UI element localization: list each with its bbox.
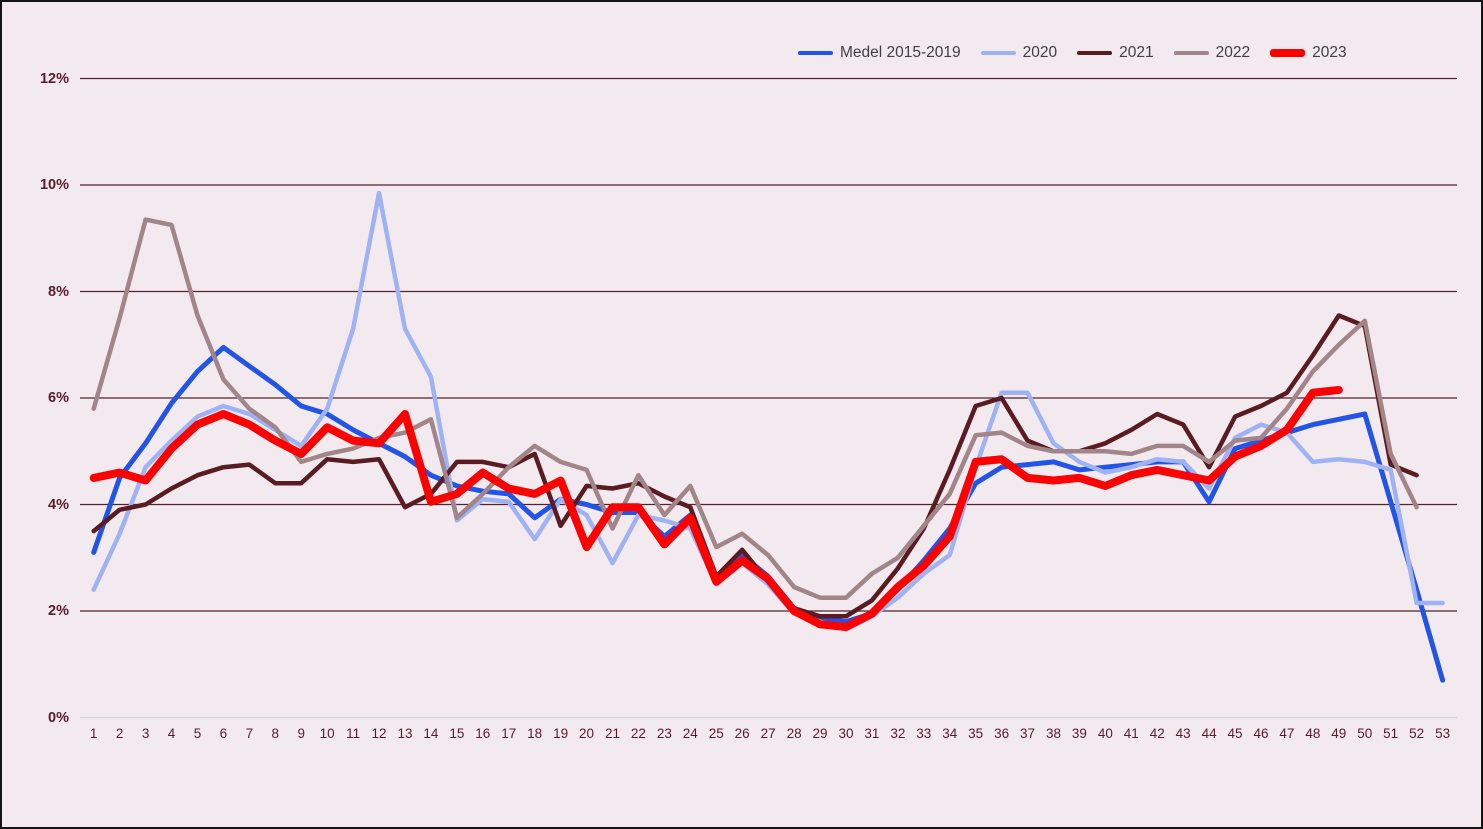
- x-tick-label-week-32: 32: [890, 726, 906, 741]
- x-tick-label-week-51: 51: [1383, 726, 1399, 741]
- x-tick-label-week-10: 10: [319, 726, 335, 741]
- x-tick-label-week-15: 15: [449, 726, 465, 741]
- x-tick-label-week-42: 42: [1149, 726, 1165, 741]
- legend-item-2023: 2023: [1270, 44, 1347, 62]
- series-line-2023: [89, 386, 1343, 631]
- x-tick-label-week-27: 27: [760, 726, 776, 741]
- x-tick-label-week-53: 53: [1435, 726, 1451, 741]
- x-tick-label-week-19: 19: [553, 726, 569, 741]
- x-tick-label-week-45: 45: [1227, 726, 1243, 741]
- legend-item-2020: 2020: [980, 44, 1058, 62]
- x-tick-label-week-30: 30: [838, 726, 854, 741]
- legend-line-swatch: [1173, 50, 1209, 56]
- x-tick-label-week-1: 1: [89, 726, 98, 741]
- x-tick-label-week-12: 12: [371, 726, 387, 741]
- x-tick-label-week-37: 37: [1020, 726, 1036, 741]
- y-tick-label-4pct: 4%: [48, 496, 69, 513]
- x-tick-label-week-50: 50: [1357, 726, 1373, 741]
- x-tick-label-week-26: 26: [734, 726, 750, 741]
- x-tick-label-week-24: 24: [682, 726, 698, 741]
- series-line-2020: [91, 190, 1445, 632]
- x-tick-label-week-18: 18: [527, 726, 543, 741]
- x-tick-label-week-38: 38: [1045, 726, 1061, 741]
- y-tick-label-2pct: 2%: [48, 603, 69, 619]
- x-tick-label-week-2: 2: [115, 726, 124, 741]
- series-line-medel-2015-2019: [91, 344, 1446, 683]
- x-tick-label-week-49: 49: [1331, 726, 1347, 741]
- y-tick-label-0pct: 0%: [48, 709, 69, 726]
- x-tick-label-week-44: 44: [1201, 726, 1217, 741]
- x-tick-label-week-22: 22: [630, 726, 646, 741]
- x-tick-label-week-41: 41: [1123, 726, 1139, 741]
- x-tick-label-week-36: 36: [994, 726, 1010, 741]
- legend-label: 2021: [1119, 44, 1154, 61]
- legend-item-2021: 2021: [1077, 44, 1154, 62]
- legend-line-swatch: [1270, 49, 1306, 57]
- x-tick-label-week-33: 33: [916, 726, 932, 741]
- x-tick-label-week-8: 8: [271, 726, 280, 741]
- x-tick-label-week-6: 6: [219, 726, 228, 741]
- y-tick-label-8pct: 8%: [48, 283, 69, 300]
- x-tick-label-week-14: 14: [423, 726, 439, 741]
- x-tick-label-week-11: 11: [346, 726, 361, 741]
- legend-label: 2020: [1022, 44, 1058, 61]
- legend-line-swatch: [1077, 50, 1113, 56]
- x-tick-label-week-43: 43: [1175, 726, 1191, 741]
- x-tick-label-week-25: 25: [708, 726, 724, 741]
- legend-label: 2022: [1215, 44, 1251, 61]
- legend-item-2022: 2022: [1173, 44, 1251, 62]
- legend-item-medel-2015-2019: Medel 2015-2019: [798, 44, 961, 62]
- x-tick-label-week-3: 3: [141, 726, 150, 741]
- x-tick-label-week-31: 31: [864, 726, 880, 741]
- x-tick-label-week-39: 39: [1071, 726, 1087, 741]
- x-tick-label-week-40: 40: [1097, 726, 1113, 741]
- y-tick-label-10pct: 10%: [39, 177, 69, 193]
- legend-label: 2023: [1312, 44, 1347, 61]
- x-tick-label-week-34: 34: [942, 726, 958, 741]
- x-tick-label-week-35: 35: [968, 726, 984, 741]
- legend: Medel 2015-2019 2020 2021 2022 2023: [798, 44, 1347, 62]
- y-tick-label-6pct: 6%: [48, 390, 69, 406]
- x-tick-label-week-4: 4: [167, 726, 176, 741]
- x-tick-label-week-20: 20: [579, 726, 595, 741]
- x-tick-label-week-23: 23: [656, 726, 672, 741]
- x-tick-label-week-52: 52: [1409, 726, 1425, 741]
- x-tick-label-week-48: 48: [1305, 726, 1321, 741]
- x-tick-label-week-46: 46: [1253, 726, 1269, 741]
- x-tick-label-week-17: 17: [501, 726, 517, 741]
- x-tick-label-week-5: 5: [193, 726, 202, 741]
- y-tick-label-12pct: 12%: [39, 70, 69, 87]
- x-tick-label-week-16: 16: [475, 726, 491, 741]
- legend-label: Medel 2015-2019: [840, 44, 961, 61]
- x-tick-label-week-47: 47: [1279, 726, 1295, 741]
- x-tick-label-week-13: 13: [397, 726, 413, 741]
- x-tick-label-week-29: 29: [812, 726, 828, 741]
- x-tick-label-week-21: 21: [604, 726, 621, 741]
- x-tick-label-week-28: 28: [786, 726, 802, 741]
- legend-line-swatch: [980, 50, 1016, 56]
- legend-line-swatch: [798, 50, 833, 56]
- series-line-2022: [91, 217, 1419, 600]
- x-tick-label-week-9: 9: [297, 726, 305, 741]
- x-tick-label-week-7: 7: [245, 726, 254, 741]
